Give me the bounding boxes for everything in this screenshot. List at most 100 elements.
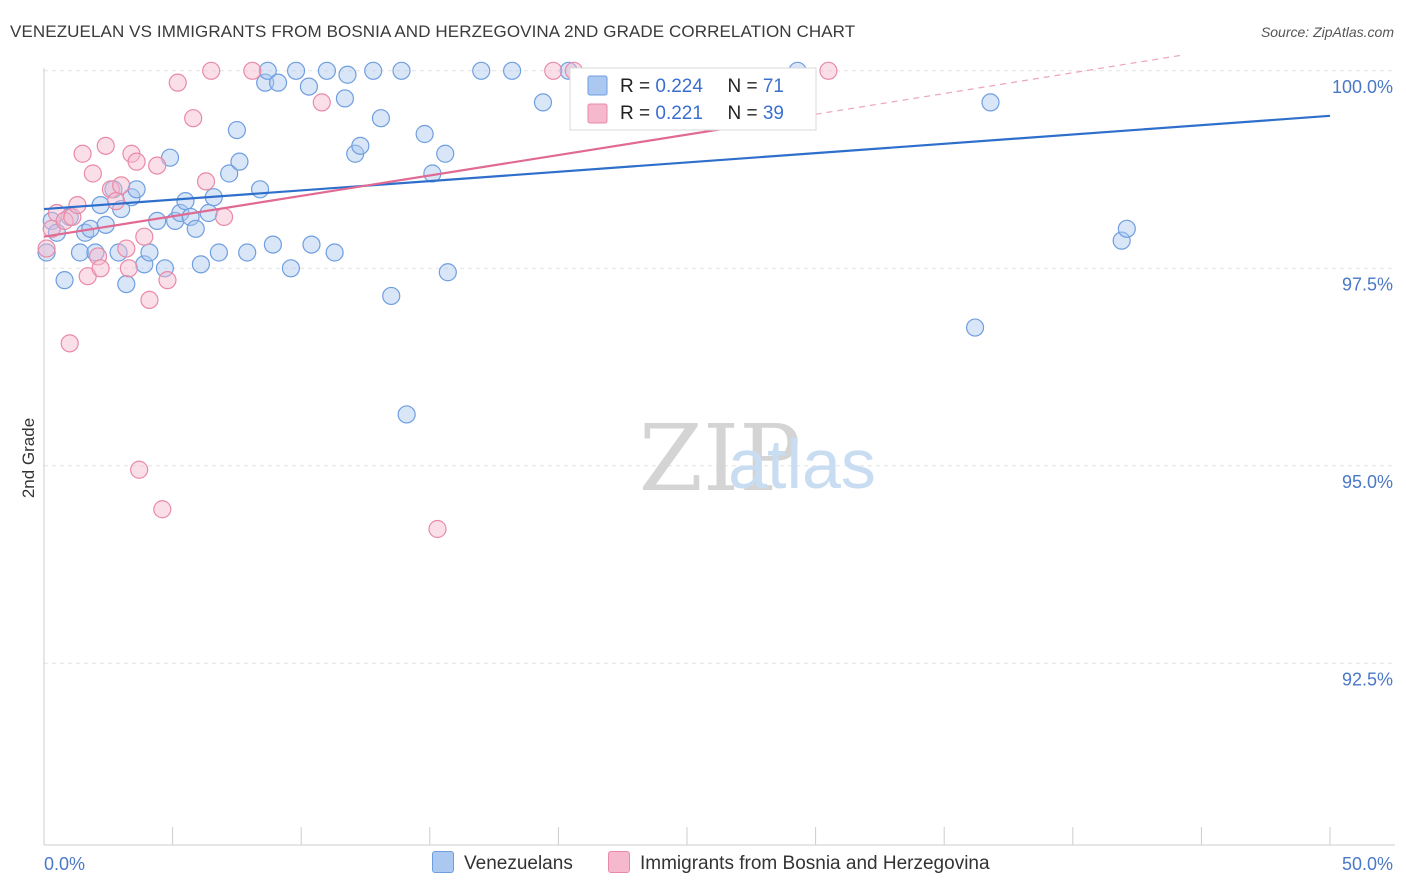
legend-r-label: R =: [620, 103, 656, 124]
venezuelan-point-54: [397, 405, 416, 424]
venezuelan-point-45: [325, 243, 344, 262]
venezuelan-point-38: [263, 235, 283, 254]
venezuelan-point-66: [1112, 231, 1131, 250]
venezuelan-point-58: [438, 263, 457, 282]
venezuelan-point-46: [335, 89, 355, 108]
legend-r-value: 0.221: [655, 103, 703, 124]
venezuelan-point-0: [37, 243, 56, 262]
axes: [43, 68, 1395, 846]
legend-row-venezuelans: R = 0.224 N = 71: [620, 76, 784, 98]
venezuelan-point-20: [155, 259, 174, 278]
legend-swatch-icon: [432, 851, 454, 873]
venezuelan-point-31: [220, 164, 239, 183]
y-tick-label: 92.5%: [1342, 669, 1393, 689]
venezuelan-point-49: [351, 136, 370, 155]
venezuelan-point-64: [965, 318, 985, 337]
legend-r-label: R =: [620, 76, 656, 97]
venezuelan-point-3: [55, 271, 74, 290]
chart-source: Source: ZipAtlas.com: [1260, 24, 1394, 40]
bosnia-point-16: [117, 239, 136, 258]
y-tick-labels: 92.5% 95.0% 97.5% 100.0%: [1332, 77, 1393, 689]
venezuelan-point-42: [299, 77, 319, 96]
watermark-zip: ZIP: [639, 405, 801, 512]
legend-n-label: N =: [727, 103, 763, 124]
venezuelan-point-27: [191, 255, 210, 274]
venezuelan-point-32: [227, 120, 246, 140]
venezuelan-point-36: [256, 73, 275, 92]
legend-swatch-pink: [587, 103, 608, 124]
legend-row-bosnia: R = 0.221 N = 39: [620, 103, 784, 125]
bosnia-point-27: [184, 109, 203, 128]
venezuelan-point-59: [472, 61, 491, 80]
watermark-atlas: atlas: [728, 425, 876, 503]
venezuelan-point-39: [268, 73, 288, 92]
venezuelan-point-43: [302, 235, 321, 254]
bosnia-point-23: [148, 156, 167, 175]
y-axis-label: 2nd Grade: [19, 418, 38, 498]
bosnia-point-22: [140, 290, 159, 309]
venezuelan-point-37: [258, 61, 277, 80]
bottom-legend-venezuelans: Venezuelans: [432, 851, 573, 875]
venezuelan-point-65: [981, 93, 1000, 112]
venezuelan-point-61: [533, 93, 553, 112]
series-name: Venezuelans: [464, 853, 573, 874]
series-name: Immigrants from Bosnia and Herzegovina: [640, 853, 990, 874]
venezuelan-point-5: [70, 243, 90, 262]
bosnia-point-9: [83, 164, 102, 183]
venezuelan-point-14: [117, 275, 136, 294]
venezuelan-point-34: [238, 243, 257, 262]
venezuelan-point-26: [186, 219, 205, 238]
bosnia-point-19: [127, 152, 146, 171]
legend-n-label: N =: [727, 76, 763, 97]
venezuelan-point-44: [317, 61, 337, 80]
y-tick-label: 95.0%: [1342, 472, 1393, 492]
bosnia-point-20: [130, 460, 149, 479]
bosnia-point-5: [63, 207, 82, 227]
bosnia-point-32: [312, 93, 331, 112]
venezuelan-point-60: [503, 61, 522, 80]
legend-swatch-blue: [587, 75, 608, 96]
venezuelan-point-50: [364, 61, 383, 80]
venezuelan-point-57: [436, 144, 455, 163]
venezuelan-point-47: [338, 65, 357, 84]
bosnia-point-12: [96, 136, 115, 155]
bosnia-point-26: [168, 73, 187, 92]
bosnia-point-31: [243, 61, 262, 80]
bosnia-point-30: [214, 207, 234, 227]
y-tick-label: 100.0%: [1332, 77, 1393, 97]
venezuelan-point-67: [1117, 219, 1136, 238]
bosnia-point-25: [158, 271, 177, 290]
legend-r-value: 0.224: [655, 76, 703, 97]
venezuelan-point-40: [281, 259, 301, 278]
bosnia-trend-line: [43, 113, 816, 238]
venezuelan-point-41: [286, 61, 306, 80]
legend-swatch-icon: [608, 851, 630, 873]
legend-n-value: 39: [762, 103, 784, 124]
bosnia-point-11: [91, 259, 110, 278]
x-tick-label-max: 50.0%: [1342, 854, 1393, 874]
bottom-legend-bosnia: Immigrants from Bosnia and Herzegovina: [608, 851, 990, 875]
venezuelan-point-16: [127, 180, 146, 199]
trend-lines: [43, 54, 1331, 238]
data-points: [37, 61, 1136, 539]
venezuelan-point-52: [382, 286, 401, 306]
venezuelan-point-19: [148, 211, 167, 230]
bosnia-point-7: [73, 144, 92, 163]
bosnia-point-29: [202, 61, 221, 80]
bosnia-point-17: [119, 259, 138, 278]
venezuelan-point-55: [415, 124, 434, 144]
venezuelan-point-18: [140, 243, 159, 262]
venezuelan-point-35: [250, 180, 270, 199]
venezuelan-point-51: [371, 109, 391, 128]
bosnia-point-33: [428, 519, 447, 539]
venezuelan-trend-line: [43, 114, 1331, 211]
chart-title: VENEZUELAN VS IMMIGRANTS FROM BOSNIA AND…: [10, 22, 856, 41]
bosnia-point-28: [196, 172, 216, 191]
legend-box: [569, 67, 817, 131]
bosnia-point-24: [153, 500, 172, 519]
bosnia-point-34: [544, 61, 563, 80]
bosnia-point-36: [819, 61, 838, 80]
legend-n-value: 71: [762, 76, 784, 97]
bosnia-point-13: [101, 180, 120, 199]
bosnia-trend-extension: [815, 54, 1184, 115]
